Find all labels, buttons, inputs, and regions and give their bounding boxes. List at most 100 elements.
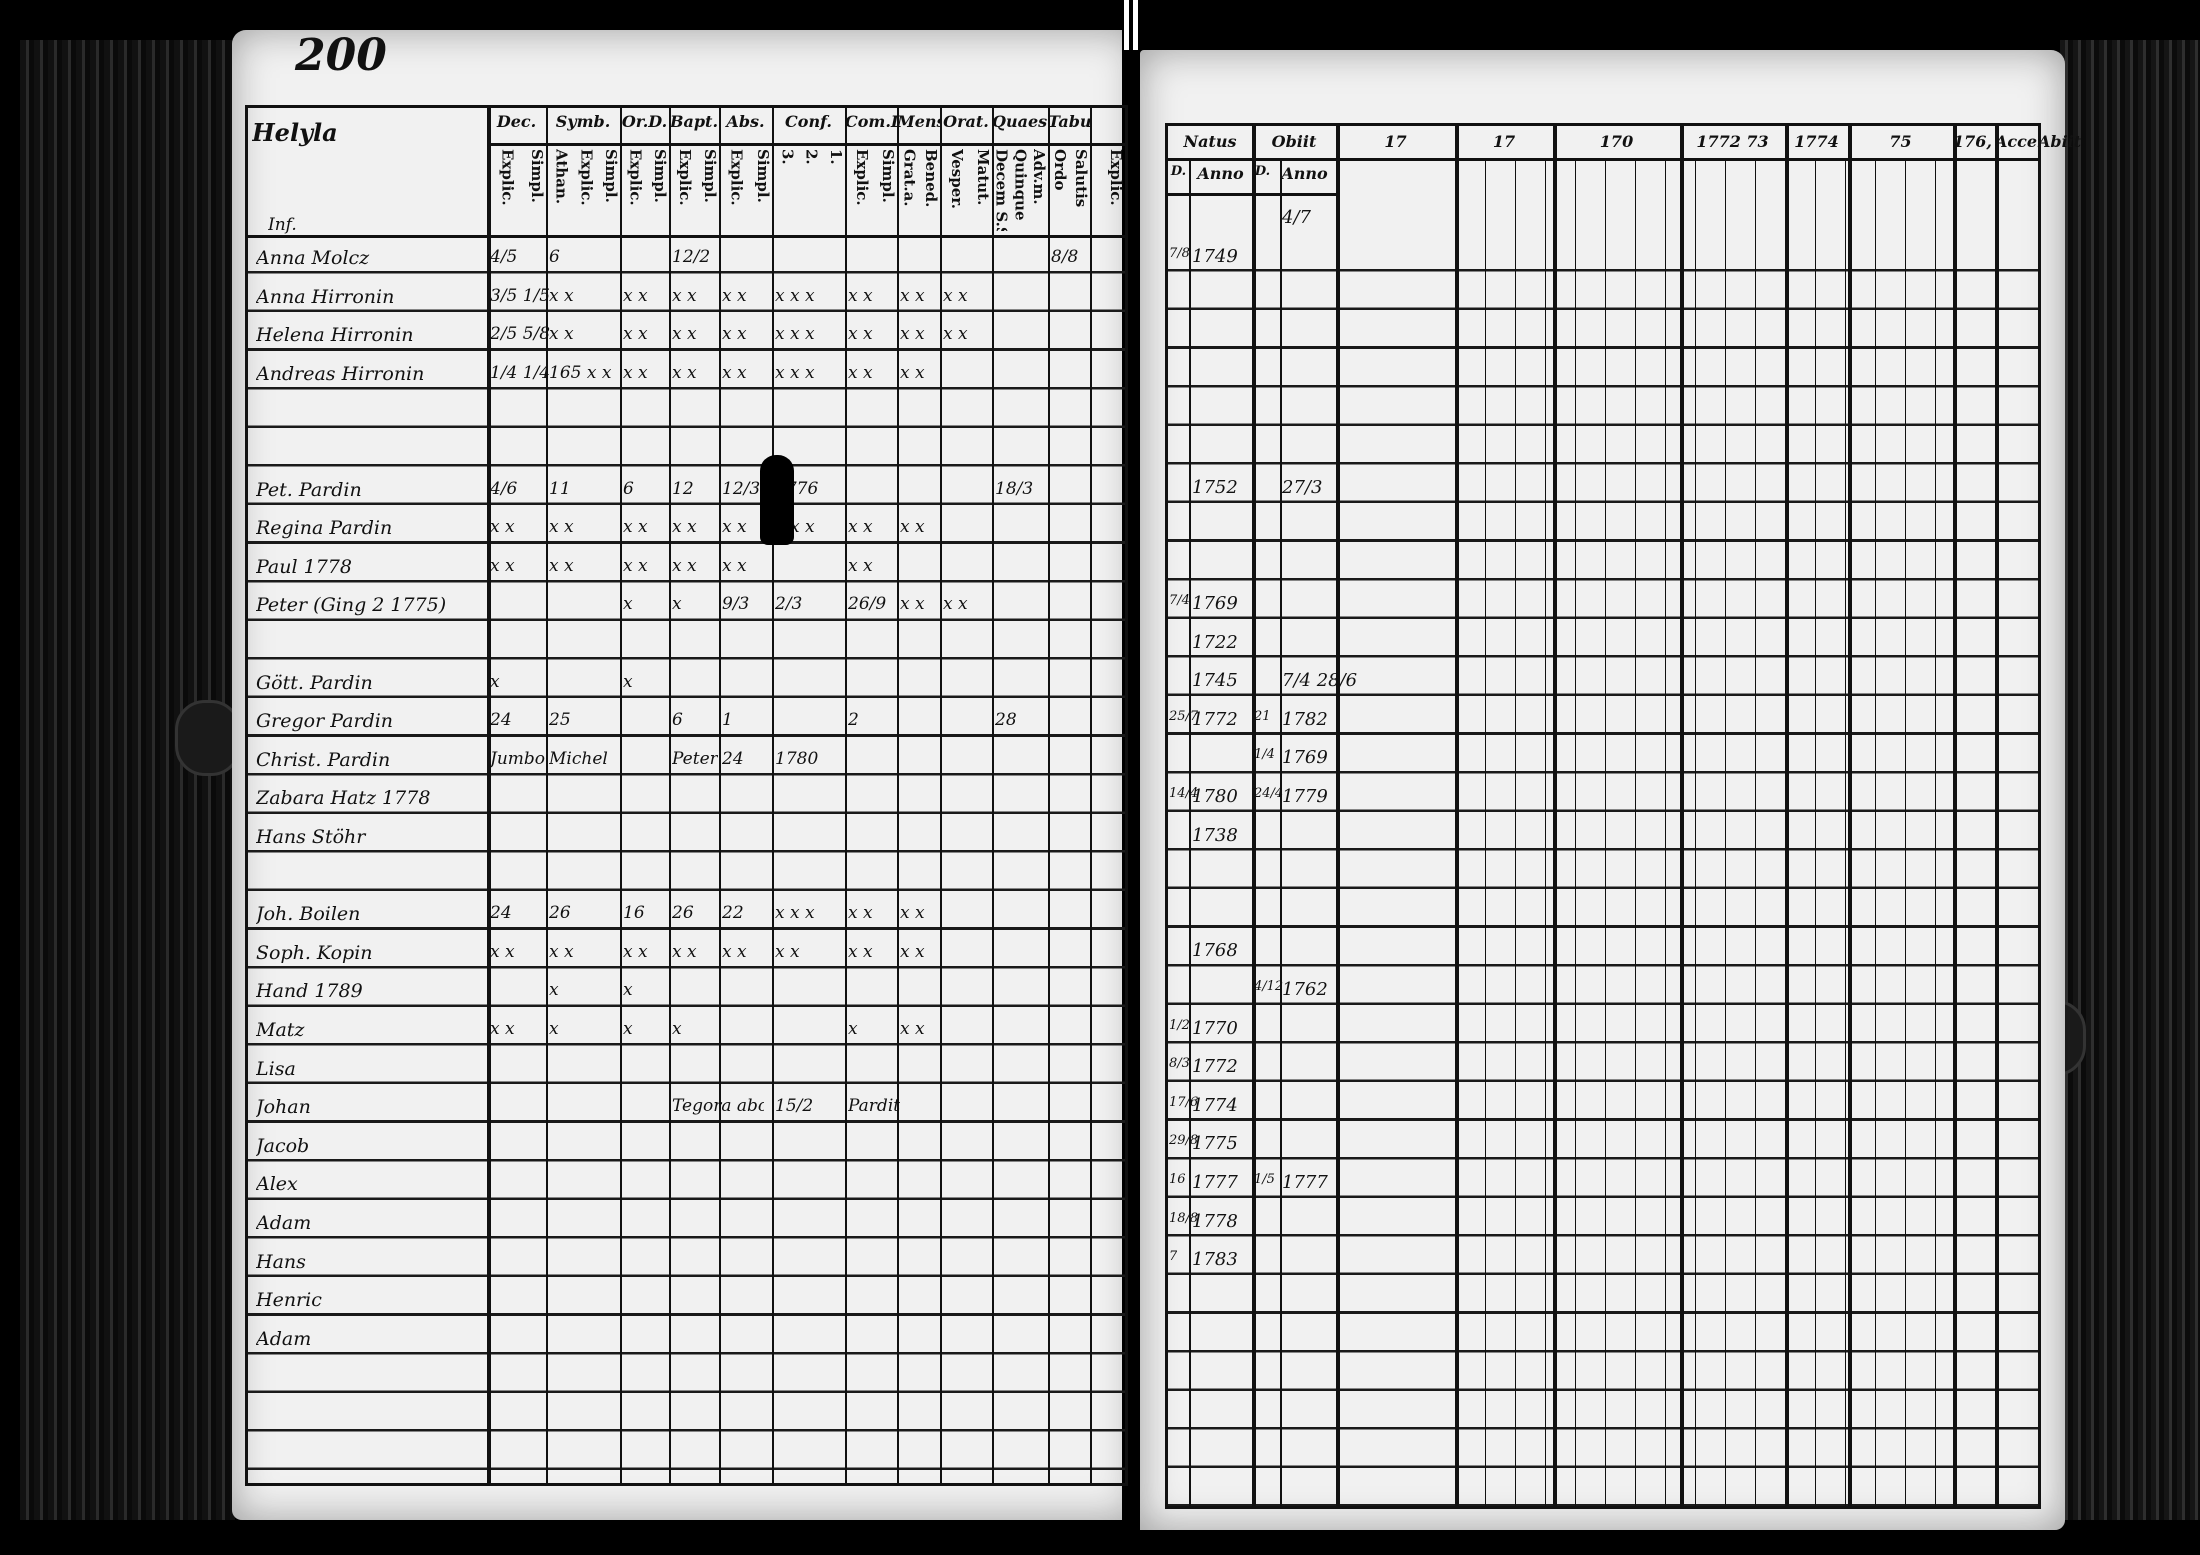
register-cell: x bbox=[623, 1019, 633, 1039]
column-subheader: Adv.m. bbox=[1031, 149, 1048, 205]
natus-day: 25/7 bbox=[1169, 708, 1199, 724]
column-header: Symb. bbox=[555, 112, 611, 131]
natus-year: 1745 bbox=[1192, 670, 1238, 692]
year-subcolumn-divider bbox=[1725, 158, 1726, 1506]
column-header: Natus bbox=[1183, 132, 1237, 151]
register-cell: x x bbox=[900, 362, 925, 383]
column-subheader: Explic. bbox=[498, 149, 517, 206]
register-name: Hand 1789 bbox=[256, 980, 363, 1003]
column-divider bbox=[1785, 126, 1789, 1506]
natus-day: 29/8 bbox=[1169, 1133, 1199, 1149]
column-subheader: Explic. bbox=[577, 149, 596, 206]
year-subcolumn-divider bbox=[1935, 158, 1936, 1506]
obiit-year: 4/7 bbox=[1282, 207, 1311, 228]
register-cell: 24 bbox=[722, 748, 744, 769]
column-subheader: Simpl. bbox=[879, 149, 897, 203]
register-cell: x x bbox=[623, 555, 648, 576]
ink-blot bbox=[760, 455, 794, 545]
column-divider bbox=[1680, 126, 1684, 1506]
register-cell: x bbox=[672, 1019, 682, 1039]
column-divider bbox=[1280, 158, 1282, 1506]
natus-day: 7/8 bbox=[1169, 245, 1190, 261]
column-header: 176, 77 bbox=[1953, 132, 1995, 151]
register-cell: x x bbox=[549, 555, 574, 576]
register-cell: 1780 bbox=[775, 748, 819, 769]
column-subheader: D. bbox=[1170, 164, 1187, 179]
year-subcolumn-divider bbox=[1575, 158, 1576, 1506]
register-cell: 12/2 bbox=[672, 247, 711, 267]
column-header: Orat. bbox=[943, 112, 989, 131]
register-cell: x x bbox=[549, 517, 574, 538]
year-subcolumn-divider bbox=[1455, 158, 1456, 1506]
register-cell: 11 bbox=[549, 478, 571, 499]
register-name: Regina Pardin bbox=[256, 517, 393, 540]
column-divider bbox=[1995, 126, 1999, 1506]
register-name: Alex bbox=[256, 1173, 298, 1196]
column-divider bbox=[897, 108, 899, 1483]
register-cell: 18/3 bbox=[995, 478, 1034, 499]
register-name: Helena Hirronin bbox=[256, 324, 414, 347]
column-divider bbox=[1553, 126, 1557, 1506]
column-subheader: Explic. bbox=[626, 149, 645, 206]
register-cell: x x bbox=[549, 324, 574, 345]
register-cell: x x bbox=[490, 1019, 515, 1039]
natus-year: 1777 bbox=[1192, 1172, 1238, 1193]
natus-year: 1752 bbox=[1192, 477, 1238, 499]
year-subcolumn-divider bbox=[1695, 158, 1696, 1506]
book-edge-left bbox=[20, 40, 235, 1520]
register-cell: x x bbox=[672, 285, 697, 306]
natus-year: 1774 bbox=[1192, 1094, 1238, 1116]
register-cell: x x bbox=[672, 362, 697, 383]
register-cell: Peter bbox=[672, 748, 718, 769]
column-subheader: Salutis bbox=[1072, 149, 1090, 208]
column-subheader: Simpl. bbox=[754, 149, 772, 203]
column-header: Quaest. bbox=[992, 112, 1048, 131]
column-subheader: Athan. bbox=[552, 149, 571, 205]
natus-year: 1749 bbox=[1192, 245, 1238, 267]
register-cell: x x bbox=[623, 517, 648, 538]
column-header: 1774 bbox=[1794, 132, 1839, 151]
register-name: Matz bbox=[256, 1019, 305, 1041]
column-divider bbox=[1848, 126, 1852, 1506]
natus-day: 1/2 bbox=[1169, 1017, 1190, 1033]
natus-day: 17/6 bbox=[1169, 1094, 1199, 1110]
column-subheader: Matut. bbox=[974, 149, 992, 206]
register-cell: x bbox=[549, 1019, 559, 1039]
obiit-day: 4/12 bbox=[1254, 979, 1284, 994]
register-cell: x bbox=[623, 980, 633, 1001]
year-subcolumn-divider bbox=[1785, 158, 1786, 1506]
register-name: Hans bbox=[256, 1250, 306, 1273]
register-cell: x x bbox=[900, 517, 925, 538]
register-name: Adam bbox=[256, 1327, 312, 1350]
column-divider bbox=[719, 108, 721, 1483]
register-cell: x x bbox=[722, 285, 747, 306]
register-cell: 28 bbox=[995, 710, 1017, 731]
column-subheader: Grat.a. bbox=[900, 149, 919, 207]
obiit-year: 1769 bbox=[1282, 747, 1328, 769]
column-header: 75 bbox=[1889, 132, 1912, 151]
column-header: Mens. bbox=[897, 112, 940, 131]
header-divider bbox=[487, 143, 1125, 146]
register-cell: 24 bbox=[490, 903, 512, 924]
row-rules bbox=[1168, 233, 2038, 1506]
register-cell: x x x bbox=[775, 903, 815, 924]
register-cell: x x bbox=[848, 362, 873, 383]
column-subheader: Anno bbox=[1197, 164, 1244, 183]
column-divider bbox=[1090, 108, 1092, 1483]
page-number: 200 bbox=[295, 30, 387, 81]
register-name: Zabara Hatz 1778 bbox=[256, 787, 431, 810]
column-subheader: 1. bbox=[826, 149, 845, 165]
register-cell: x bbox=[623, 594, 633, 615]
register-name: Adam bbox=[256, 1212, 312, 1234]
column-header: Tabul. bbox=[1048, 112, 1090, 131]
register-cell: x x bbox=[549, 285, 574, 306]
column-header: Abs. bbox=[726, 112, 765, 131]
register-cell: 2 bbox=[848, 710, 859, 731]
column-header: 17 bbox=[1384, 132, 1407, 151]
column-subheader: Decem S.S. bbox=[994, 149, 1011, 231]
register-name: Paul 1778 bbox=[256, 555, 352, 578]
register-name: Andreas Hirronin bbox=[256, 362, 425, 385]
obiit-year: 1777 bbox=[1282, 1172, 1328, 1193]
column-subheader: Anno bbox=[1281, 164, 1328, 183]
register-cell: x x bbox=[623, 324, 648, 345]
